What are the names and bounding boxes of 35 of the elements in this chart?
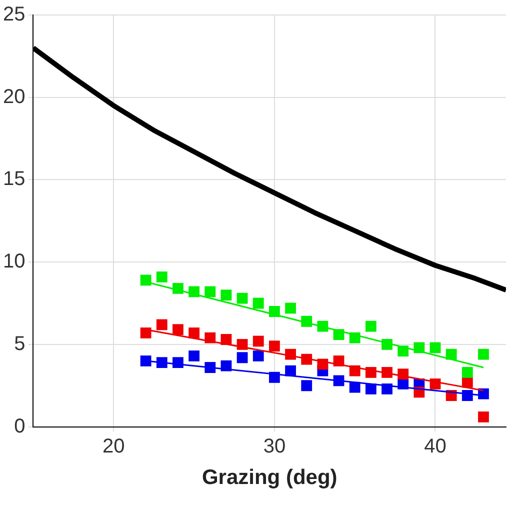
point: [140, 274, 152, 286]
point: [365, 383, 376, 394]
point: [446, 348, 457, 360]
x-tick-label: 40: [424, 435, 446, 458]
point: [285, 302, 296, 314]
x-axis-title: Grazing (deg): [202, 466, 338, 490]
point: [301, 380, 312, 392]
y-tick-label: 15: [2, 168, 26, 190]
point: [269, 340, 280, 352]
point: [220, 290, 232, 300]
y-tick-label: 0: [14, 415, 26, 438]
point: [156, 271, 168, 282]
point: [156, 319, 168, 330]
point: [188, 327, 200, 338]
y-tick-label: 20: [2, 86, 26, 108]
point: [172, 324, 184, 336]
point: [252, 298, 264, 309]
x-tick-label: 30: [263, 435, 286, 458]
point: [430, 342, 441, 354]
y-tick-label: 25: [2, 4, 26, 26]
x-tick-label: 20: [102, 435, 125, 458]
y-tick-label: 5: [14, 332, 26, 355]
point: [188, 350, 200, 362]
point: [252, 350, 264, 362]
point: [236, 352, 248, 364]
y-tick-label: 10: [2, 250, 26, 273]
point: [252, 336, 264, 347]
point: [478, 348, 489, 360]
point: [365, 320, 376, 332]
point: [140, 327, 152, 338]
point: [204, 286, 216, 298]
point: [236, 292, 248, 304]
point: [462, 366, 473, 378]
point: [478, 411, 489, 422]
point: [140, 355, 152, 366]
